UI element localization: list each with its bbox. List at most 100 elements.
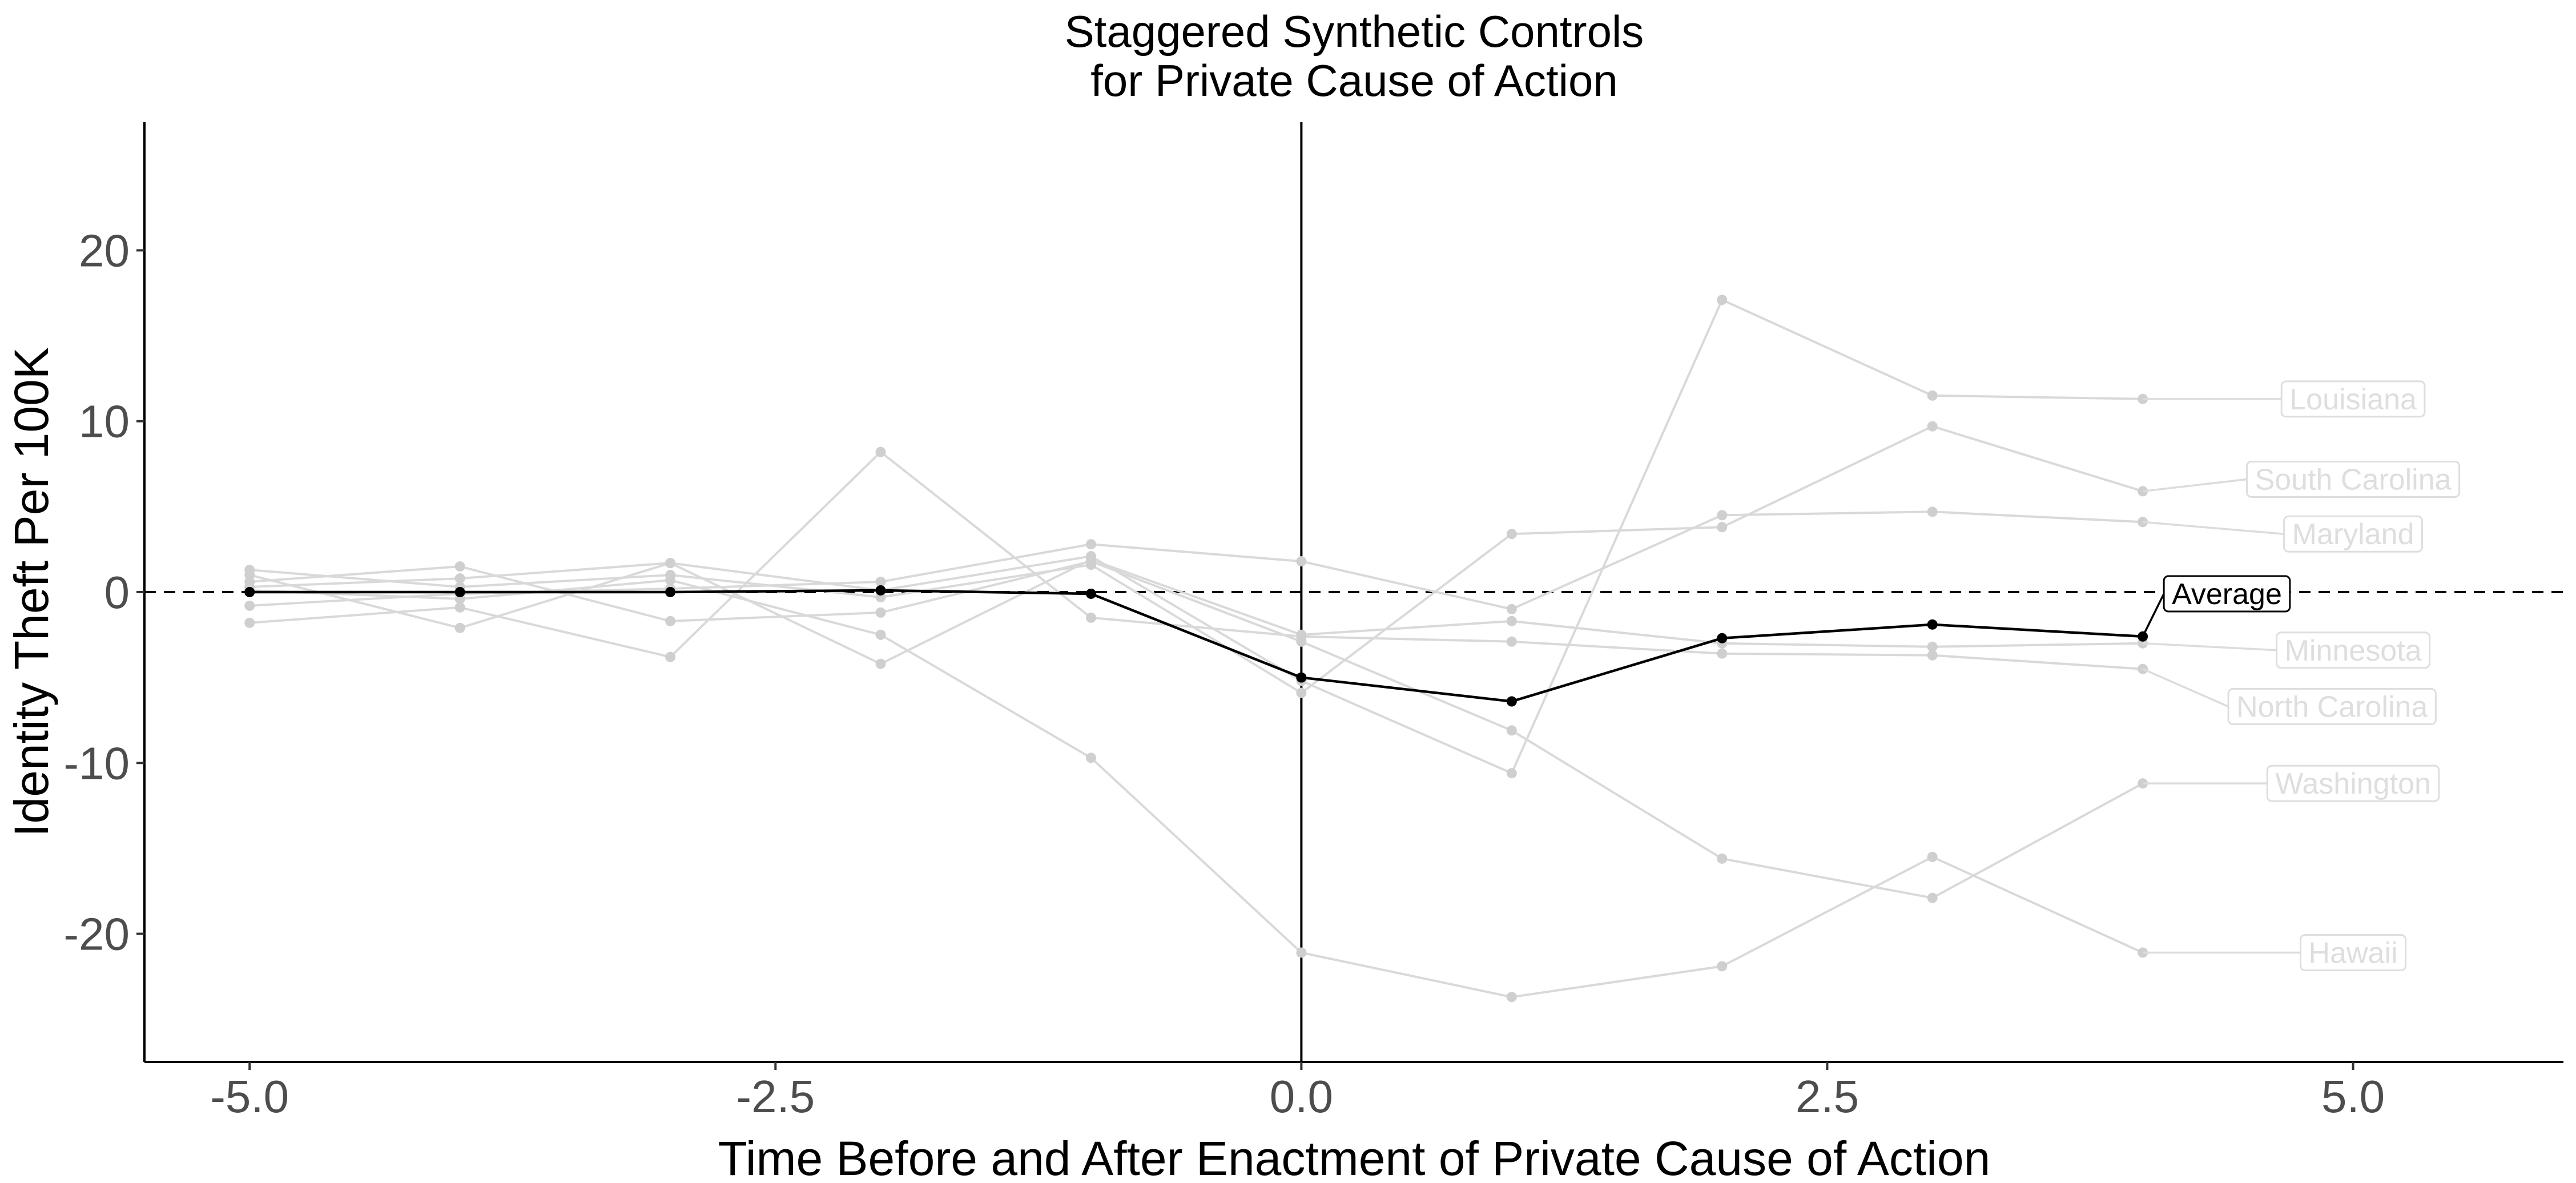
series-label-text: Hawaii: [2309, 936, 2398, 969]
data-point-north-carolina: [1085, 612, 1096, 623]
data-point-maryland: [1717, 510, 1728, 521]
data-point-hawaii: [665, 575, 676, 586]
series-line-washington: [249, 560, 2144, 899]
x-ticks: -5.0 -2.5 0.0 2.5 5.0: [210, 1062, 2385, 1122]
data-point-north-carolina: [454, 602, 465, 613]
y-tick-label: 20: [79, 225, 130, 276]
series-label-text: Washington: [2275, 767, 2431, 800]
data-point-washington: [454, 561, 465, 572]
data-point-washington: [244, 577, 255, 588]
data-point-maryland: [1296, 556, 1307, 567]
series-label-minnesota: Minnesota: [2276, 631, 2431, 669]
series-label-north-carolina: North Carolina: [2227, 688, 2437, 726]
series-line-minnesota: [249, 558, 2143, 665]
data-point-north-carolina: [875, 446, 886, 457]
data-point-hawaii: [1927, 851, 1938, 862]
data-point-south-carolina: [1927, 421, 1938, 432]
x-axis-title: Time Before and After Enactment of Priva…: [718, 1132, 1991, 1183]
y-tick-label: 10: [79, 396, 130, 447]
data-point-average: [1927, 619, 1938, 630]
series-label-washington: Washington: [2266, 764, 2440, 802]
x-tick-label: 5.0: [2321, 1071, 2385, 1122]
data-point-minnesota: [1927, 641, 1938, 652]
series-label-box: [2276, 631, 2431, 669]
series-label-box: [2227, 688, 2437, 726]
data-point-average: [244, 587, 255, 597]
series-points: [244, 295, 2148, 1003]
x-tick-label: 2.5: [1796, 1071, 1859, 1122]
series-label-average: Average: [2163, 575, 2291, 613]
data-point-louisiana: [1506, 768, 1517, 779]
data-point-average: [1717, 633, 1728, 643]
x-tick-label: 0.0: [1270, 1071, 1333, 1122]
data-point-washington: [1506, 725, 1517, 736]
series-label-box: [2300, 933, 2407, 971]
data-point-average: [1506, 696, 1517, 707]
data-point-washington: [875, 607, 886, 618]
series-lines: [249, 299, 2144, 999]
data-point-maryland: [875, 577, 886, 588]
label-leader-north-carolina: [2142, 668, 2229, 708]
x-tick-label: -2.5: [736, 1071, 815, 1122]
data-point-south-carolina: [1717, 522, 1728, 533]
chart-subtitle: for Private Cause of Action: [1090, 55, 1617, 106]
series-label-text: Minnesota: [2285, 634, 2422, 667]
series-label-box: [2280, 380, 2426, 418]
data-point-hawaii: [1506, 992, 1517, 1003]
data-point-washington: [1085, 556, 1096, 567]
data-point-hawaii: [1717, 961, 1728, 972]
series-label-hawaii: Hawaii: [2300, 933, 2407, 971]
series-line-average: [249, 589, 2143, 703]
data-point-louisiana: [454, 573, 465, 584]
label-leader-average: [2142, 593, 2165, 637]
chart-title: Staggered Synthetic Controls: [1065, 6, 1644, 57]
data-point-north-carolina: [1927, 650, 1938, 661]
data-point-north-carolina: [665, 651, 676, 662]
x-tick-label: -5.0: [210, 1071, 289, 1122]
data-point-louisiana: [1927, 390, 1938, 401]
reference-lines: [144, 122, 2563, 1062]
data-point-washington: [665, 615, 676, 626]
data-point-louisiana: [1717, 295, 1728, 305]
series-label-box: [2246, 460, 2461, 498]
data-point-minnesota: [454, 622, 465, 633]
series-label-text: Average: [2172, 578, 2282, 611]
data-point-north-carolina: [1717, 648, 1728, 659]
data-point-maryland: [244, 600, 255, 611]
data-point-average: [665, 587, 676, 597]
data-point-washington: [1717, 853, 1728, 864]
y-tick-label: -10: [63, 738, 130, 788]
label-leaders: [2142, 398, 2301, 954]
data-point-average: [1085, 588, 1096, 599]
axes: -5.0 -2.5 0.0 2.5 5.0 -20 -10 0 10 20: [63, 122, 2563, 1122]
series-label-text: Maryland: [2292, 518, 2414, 551]
series-line-south-carolina: [249, 425, 2143, 694]
plot-area: Louisiana South Carolina Maryland Minnesota…: [144, 122, 2563, 1062]
y-tick-label: 0: [104, 567, 130, 618]
data-point-north-carolina: [244, 617, 255, 628]
data-point-washington: [1296, 636, 1307, 647]
series-label-text: Louisiana: [2289, 383, 2417, 416]
data-point-average: [875, 585, 886, 596]
series-label-box: [2266, 764, 2440, 802]
data-point-average: [454, 587, 465, 597]
series-line-hawaii: [249, 579, 2143, 999]
series-labels: Louisiana South Carolina Maryland Minnesota…: [2163, 380, 2461, 971]
data-point-minnesota: [875, 658, 886, 669]
y-tick-label: -20: [63, 909, 130, 960]
series-label-box: [2283, 515, 2424, 553]
series-label-text: South Carolina: [2255, 463, 2452, 496]
series-label-maryland: Maryland: [2283, 515, 2424, 553]
label-leader-maryland: [2142, 521, 2284, 535]
series-line-north-carolina: [249, 450, 2143, 670]
data-point-south-carolina: [1506, 529, 1517, 540]
data-point-washington: [1927, 892, 1938, 903]
label-leader-south-carolina: [2142, 478, 2247, 493]
label-leader-minnesota: [2143, 642, 2277, 651]
y-ticks: -20 -10 0 10 20: [63, 225, 144, 960]
series-label-box: [2163, 575, 2291, 613]
data-point-maryland: [1506, 603, 1517, 614]
data-point-minnesota: [1506, 615, 1517, 626]
y-axis-title: Identity Theft Per 100K: [5, 347, 58, 837]
